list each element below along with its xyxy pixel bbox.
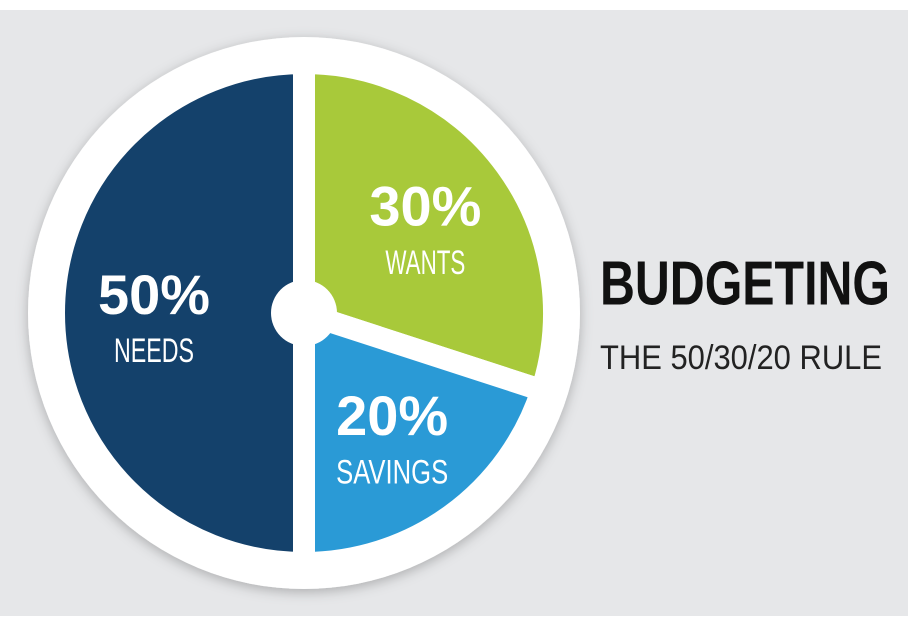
- chart-title: BUDGETING: [600, 249, 890, 318]
- category-label: NEEDS: [114, 332, 194, 370]
- category-label: SAVINGS: [336, 453, 448, 491]
- value-label: 30%: [369, 175, 481, 238]
- chart-subtitle: THE 50/30/20 RULE: [600, 339, 882, 377]
- value-label: 50%: [98, 263, 210, 326]
- category-label: WANTS: [385, 244, 465, 282]
- pie-hub: [271, 280, 337, 346]
- pie-slice: [293, 51, 565, 405]
- value-label: 20%: [336, 384, 448, 447]
- labels: 50% NEEDS 30% WANTS 20% SAVINGS: [98, 175, 481, 492]
- pie-slice: [293, 297, 556, 575]
- pie-slice: [43, 51, 315, 575]
- slices: [43, 51, 565, 575]
